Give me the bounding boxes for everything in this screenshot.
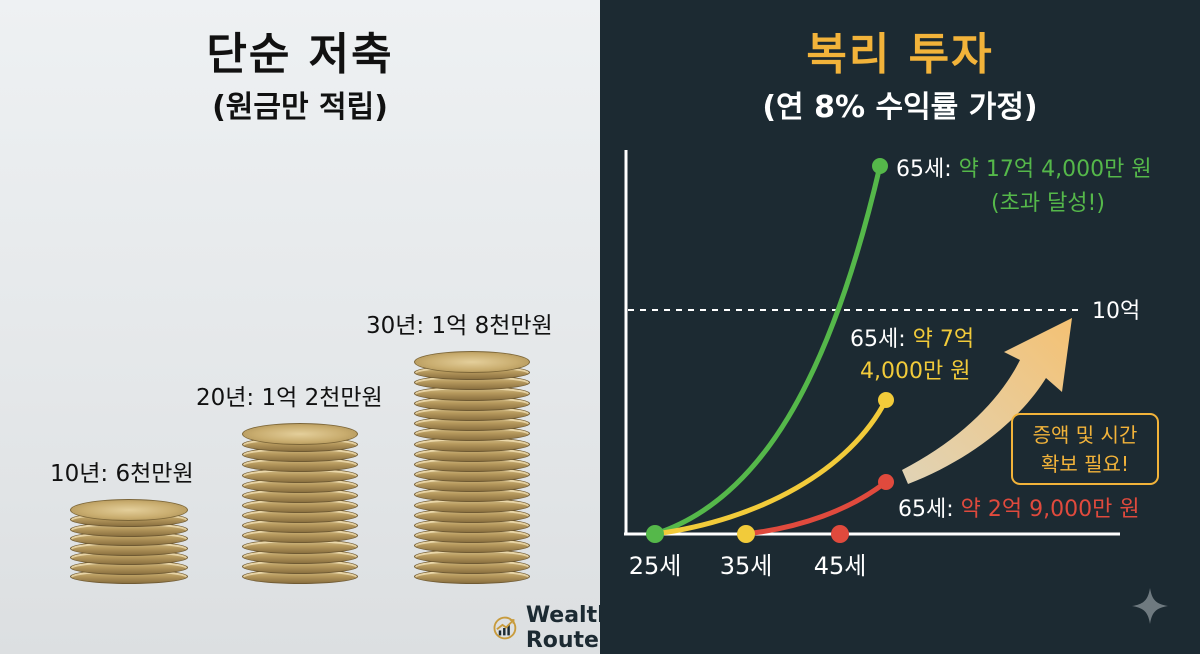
series-line-green	[654, 165, 883, 537]
yellow-label-line2: 4,000만 원	[860, 359, 970, 384]
coin-top	[414, 351, 530, 373]
growth-arrow	[902, 318, 1072, 484]
stack-label-10y: 10년: 6천만원	[50, 461, 194, 487]
left-title: 단순 저축	[206, 29, 394, 80]
yellow-series-label: 65세: 약 7억	[850, 327, 974, 352]
yellow-label-line1: 약 7억	[913, 327, 974, 352]
point-start-25	[646, 525, 664, 543]
right-subtitle: (연 8% 수익률 가정)	[762, 90, 1038, 125]
coin-top	[70, 499, 188, 521]
compound-investing-panel: 복리 투자 (연 8% 수익률 가정)	[600, 0, 1200, 654]
green-series-label: 65세: 약 17억 4,000만 원	[896, 157, 1152, 182]
x-tick-35: 35세	[720, 552, 773, 580]
point-green-65	[872, 158, 888, 174]
reference-line-label: 10억	[1092, 299, 1140, 324]
green-label-prefix: 65세:	[896, 157, 959, 182]
coin-top	[242, 423, 358, 445]
point-yellow-65	[878, 392, 894, 408]
point-red-45	[831, 525, 849, 543]
x-tick-25: 25세	[629, 552, 682, 580]
series-line-yellow	[654, 398, 889, 537]
point-yellow-35	[737, 525, 755, 543]
stack-label-20y: 20년: 1억 2천만원	[196, 385, 383, 411]
green-label-value: 약 17억 4,000만 원	[959, 157, 1152, 182]
callout-line-1: 증액 및 시간	[1033, 423, 1138, 447]
callout-box	[1011, 413, 1159, 485]
brand-logo: Wealth Route	[492, 603, 629, 653]
x-tick-45: 45세	[814, 552, 867, 580]
red-label-value: 약 2억 9,000만 원	[961, 497, 1140, 522]
coin-stack-30y	[414, 342, 530, 584]
stack-label-30y: 30년: 1억 8천만원	[366, 313, 553, 339]
series-line-red	[744, 480, 888, 537]
red-series-label: 65세: 약 2억 9,000만 원	[898, 497, 1140, 522]
simple-savings-panel: 단순 저축 (원금만 적립) 10년: 6천만원 20년: 1억 2천만원 30…	[0, 0, 613, 654]
brand-name: Wealth Route	[525, 603, 613, 653]
coin-stack-20y	[242, 414, 358, 584]
yellow-label-prefix: 65세:	[850, 327, 913, 352]
chart-logo-icon	[493, 616, 517, 640]
sparkle-icon	[1132, 588, 1168, 624]
coin-stack-10y	[70, 490, 188, 584]
callout-line-2: 확보 필요!	[1041, 452, 1129, 476]
right-title: 복리 투자	[806, 29, 994, 80]
green-label-note: (초과 달성!)	[991, 191, 1105, 216]
point-red-65	[878, 474, 894, 490]
left-subtitle: (원금만 적립)	[212, 90, 388, 125]
red-label-prefix: 65세:	[898, 497, 961, 522]
